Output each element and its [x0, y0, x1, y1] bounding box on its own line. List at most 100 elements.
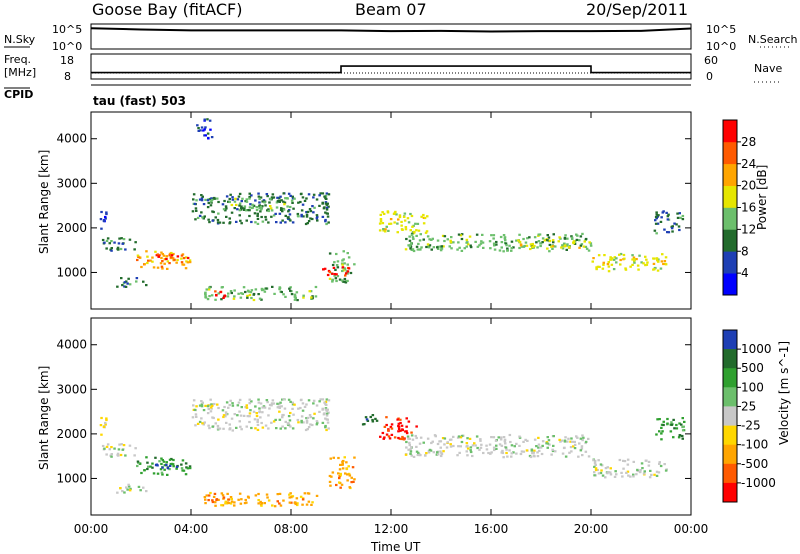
- echo-cell: [664, 263, 668, 266]
- echo-cell: [211, 219, 214, 222]
- echo-cell: [136, 258, 139, 262]
- echo-cell: [426, 243, 430, 246]
- colorbar-swatch: [723, 207, 737, 230]
- echo-cell: [471, 444, 475, 447]
- echo-cell: [487, 451, 490, 455]
- echo-cell: [331, 279, 334, 282]
- echo-cell: [636, 264, 640, 267]
- echo-cell: [301, 498, 305, 501]
- echo-cell: [142, 280, 145, 283]
- echo-cell: [257, 398, 260, 401]
- echo-cell: [418, 453, 421, 457]
- echo-cell: [209, 128, 212, 131]
- echo-cell: [632, 256, 636, 259]
- echo-cell: [110, 249, 113, 252]
- echo-cell: [513, 445, 516, 448]
- echo-cell: [570, 235, 573, 238]
- echo-cell: [272, 402, 276, 405]
- echo-cell: [117, 248, 120, 251]
- echo-cell: [248, 398, 251, 401]
- echo-cell: [585, 247, 589, 250]
- echo-cell: [640, 261, 643, 264]
- echo-cell: [291, 221, 295, 224]
- echo-cell: [293, 403, 296, 406]
- colorbar-swatch: [723, 387, 737, 407]
- echo-cell: [573, 443, 577, 446]
- echo-cell: [339, 463, 342, 466]
- echo-cell: [409, 247, 412, 250]
- echo-cell: [482, 451, 485, 455]
- echo-cell: [207, 201, 210, 205]
- echo-cell: [228, 403, 231, 407]
- echo-cell: [428, 244, 432, 247]
- nsky-panel: N.Sky 10^5 10^0 10^5 10^0 N.Search: [4, 23, 798, 53]
- echo-cell: [283, 407, 287, 410]
- echo-cell: [305, 197, 308, 200]
- echo-region: [322, 266, 351, 277]
- echo-cell: [452, 435, 455, 438]
- echo-cell: [296, 299, 299, 302]
- echo-cell: [548, 239, 552, 242]
- echo-cell: [318, 204, 321, 207]
- echo-cell: [172, 458, 175, 462]
- echo-cell: [221, 409, 225, 412]
- echo-cell: [117, 454, 120, 457]
- echo-cell: [599, 471, 603, 475]
- echo-cell: [666, 417, 669, 421]
- echo-cell: [267, 427, 270, 430]
- echo-cell: [337, 472, 340, 475]
- echo-cell: [228, 222, 231, 225]
- echo-cell: [327, 193, 331, 196]
- echo-cell: [661, 430, 664, 433]
- echo-cell: [160, 251, 163, 254]
- echo-cell: [436, 451, 439, 454]
- echo-cell: [615, 257, 618, 260]
- echo-cell: [259, 205, 263, 208]
- echo-cell: [584, 237, 588, 241]
- echo-cell: [381, 222, 385, 225]
- echo-region: [101, 237, 137, 252]
- echo-cell: [246, 294, 249, 297]
- freq-unit-label: [MHz]: [4, 66, 36, 79]
- echo-cell: [492, 242, 496, 245]
- echo-cell: [476, 245, 480, 248]
- echo-cell: [592, 257, 595, 260]
- echo-cell: [580, 447, 584, 450]
- echo-cell: [230, 497, 233, 501]
- echo-cell: [268, 407, 271, 410]
- echo-cell: [240, 406, 243, 409]
- x-tick-label: 08:00: [274, 522, 309, 536]
- echo-cell: [420, 215, 423, 218]
- echo-cell: [203, 134, 206, 137]
- echo-cell: [209, 491, 212, 495]
- echo-cell: [399, 421, 402, 425]
- echo-cell: [341, 263, 344, 266]
- echo-cell: [145, 284, 148, 287]
- colorbar-swatch: [723, 185, 737, 208]
- echo-cell: [233, 295, 236, 298]
- echo-cell: [282, 499, 285, 502]
- echo-cell: [278, 196, 281, 199]
- echo-cell: [584, 245, 588, 248]
- echo-cell: [452, 444, 455, 448]
- echo-cell: [99, 218, 103, 221]
- echo-cell: [149, 259, 152, 262]
- echo-cell: [341, 467, 345, 470]
- echo-cell: [342, 250, 345, 253]
- echo-cell: [202, 409, 206, 412]
- echo-cell: [181, 469, 184, 472]
- echo-cell: [584, 450, 588, 453]
- echo-cell: [485, 444, 488, 447]
- echo-cell: [655, 257, 659, 260]
- echo-cell: [389, 425, 393, 429]
- echo-cell: [644, 264, 647, 267]
- echo-cell: [503, 438, 507, 441]
- echo-cell: [533, 455, 536, 458]
- echo-cell: [664, 256, 668, 259]
- echo-cell: [300, 419, 303, 422]
- echo-cell: [128, 283, 132, 286]
- echo-cell: [133, 454, 136, 457]
- echo-cell: [213, 492, 217, 495]
- nsearch-tick-high: 10^5: [706, 23, 736, 36]
- echo-cell: [379, 218, 383, 221]
